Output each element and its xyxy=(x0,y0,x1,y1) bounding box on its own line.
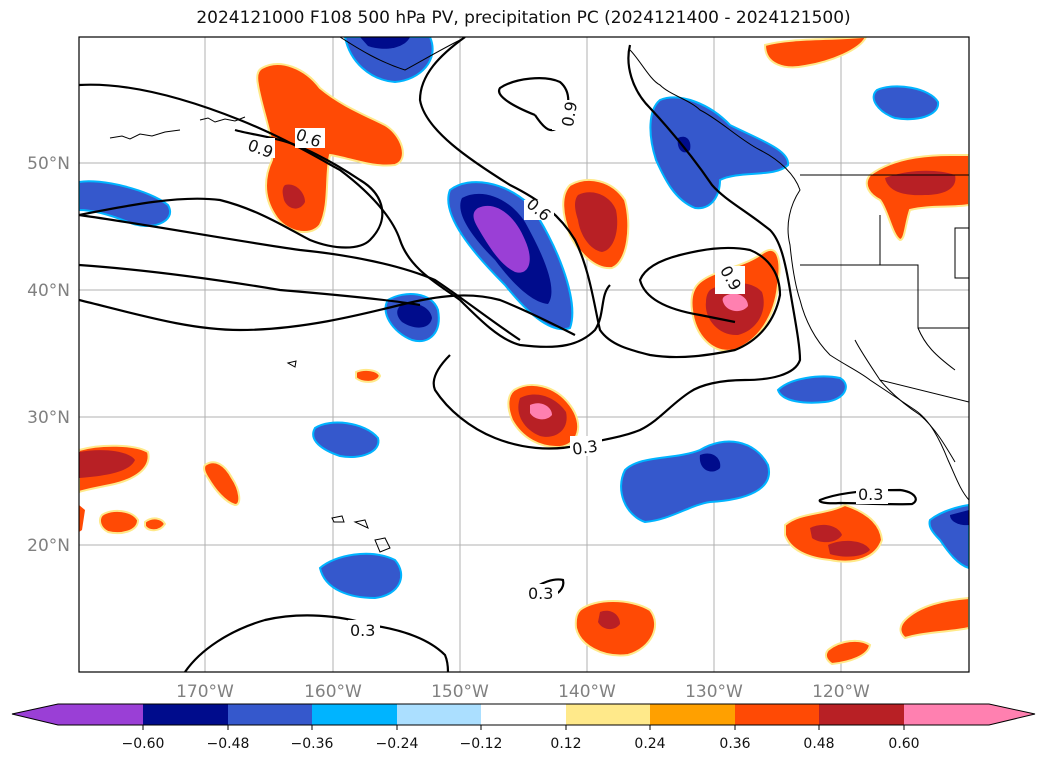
lat-label-50: 50°N xyxy=(27,154,70,174)
colorbar-tick-label: −0.60 xyxy=(122,736,165,752)
colorbar: −0.60 −0.48 −0.36 −0.24 −0.12 0.12 0.24 … xyxy=(11,703,1036,752)
colorbar-tick-label: 0.48 xyxy=(803,736,834,752)
colorbar-segment-9 xyxy=(819,704,904,725)
lon-label-140w: 140°W xyxy=(558,682,616,702)
colorbar-tick-label: −0.36 xyxy=(291,736,334,752)
colorbar-segment-1 xyxy=(143,704,228,725)
colorbar-tick-label: −0.48 xyxy=(207,736,250,752)
lon-label-170w: 170°W xyxy=(176,682,234,702)
contour-label: 0.3 xyxy=(571,436,599,458)
colorbar-segment-7 xyxy=(650,704,735,725)
colorbar-segment-5 xyxy=(481,704,566,725)
lat-label-30: 30°N xyxy=(27,408,70,428)
longitude-labels: 170°W 160°W 150°W 140°W 130°W 120°W xyxy=(176,682,870,702)
pv-contours xyxy=(79,37,917,672)
lon-label-150w: 150°W xyxy=(431,682,489,702)
colorbar-tick-label: 0.24 xyxy=(634,736,665,752)
colorbar-segment-4 xyxy=(397,704,481,725)
colorbar-tick-label: 0.36 xyxy=(719,736,750,752)
colorbar-segment-8 xyxy=(735,704,819,725)
colorbar-segment-3 xyxy=(312,704,397,725)
lon-label-120w: 120°W xyxy=(812,682,870,702)
colorbar-segment-10 xyxy=(904,704,1035,725)
lat-label-20: 20°N xyxy=(27,536,70,556)
lat-label-40: 40°N xyxy=(27,281,70,301)
colorbar-segment-0 xyxy=(12,704,143,725)
contour-label: 0.3 xyxy=(858,485,883,504)
contour-labels: 0.9 0.6 0.6 0.9 0.9 0.3 0.3 0.3 0.3 xyxy=(245,100,888,640)
lon-label-160w: 160°W xyxy=(304,682,362,702)
colorbar-tick-label: 0.60 xyxy=(888,736,919,752)
colorbar-tick-label: −0.24 xyxy=(376,736,419,752)
lon-label-130w: 130°W xyxy=(685,682,743,702)
colorbar-tick-label: −0.12 xyxy=(460,736,503,752)
colorbar-outline xyxy=(11,703,1036,726)
contour-label: 0.3 xyxy=(528,584,553,603)
map-frame xyxy=(78,36,970,673)
contour-label: 0.3 xyxy=(350,621,375,640)
colorbar-tick-label: 0.12 xyxy=(550,736,581,752)
positive-anomaly-areas xyxy=(79,37,969,666)
latitude-labels: 50°N 40°N 30°N 20°N xyxy=(27,154,70,556)
map-title: 2024121000 F108 500 hPa PV, precipitatio… xyxy=(196,8,851,28)
colorbar-segment-6 xyxy=(566,704,650,725)
contour-label: 0.9 xyxy=(558,100,581,128)
negative-anomaly-areas xyxy=(79,37,969,600)
coastlines xyxy=(109,37,969,553)
colorbar-segment-2 xyxy=(228,704,312,725)
map-area xyxy=(79,37,969,672)
